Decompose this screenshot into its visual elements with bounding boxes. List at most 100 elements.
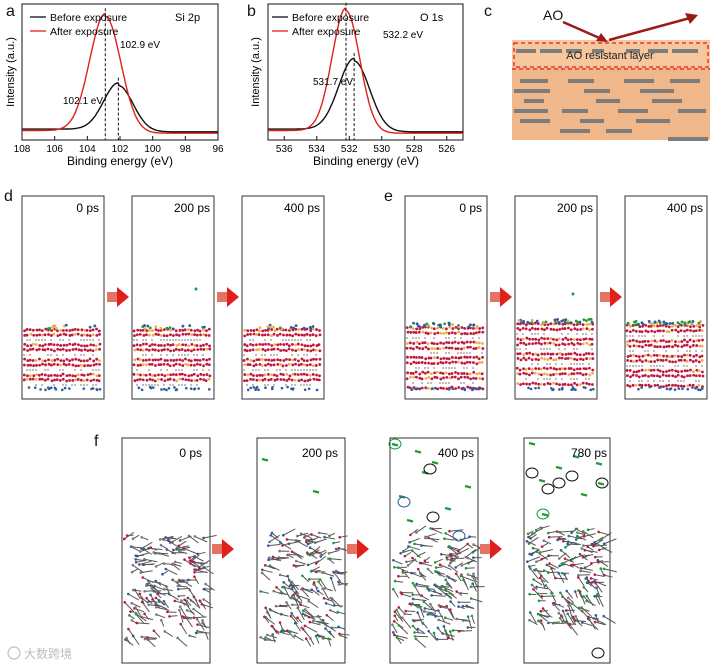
atom [303, 536, 306, 539]
atom [677, 331, 680, 334]
atom [306, 364, 309, 367]
atom [29, 369, 31, 371]
atom [423, 324, 426, 327]
atom [196, 369, 198, 371]
atom [142, 349, 145, 352]
atom [159, 327, 162, 330]
atom [290, 615, 293, 618]
atom [478, 327, 481, 330]
atom [692, 330, 695, 333]
atom [267, 384, 269, 386]
atom [267, 359, 270, 362]
atom [158, 552, 161, 555]
atom [301, 574, 304, 577]
atom [261, 374, 264, 377]
atom [136, 343, 139, 346]
atom [472, 367, 474, 369]
atom [698, 384, 701, 387]
atom [555, 363, 557, 365]
atom [301, 343, 304, 346]
flake [580, 119, 604, 123]
atom [294, 634, 297, 637]
atom [644, 384, 647, 387]
atom [584, 566, 587, 569]
atom [41, 378, 44, 381]
atom [196, 354, 198, 356]
atom [172, 354, 174, 356]
atom [436, 371, 439, 374]
atom [165, 568, 168, 571]
atom [296, 535, 299, 538]
flake [520, 79, 548, 83]
atom [47, 327, 50, 330]
atom [175, 333, 178, 336]
atom [629, 380, 631, 382]
atom [71, 364, 74, 367]
atom [306, 553, 309, 556]
atom [588, 328, 591, 331]
atom [297, 334, 300, 337]
atom [205, 632, 208, 635]
atom [272, 326, 275, 329]
atom [585, 367, 588, 370]
atom [433, 352, 435, 354]
atom [644, 324, 647, 327]
atom [570, 531, 573, 534]
atom [413, 387, 416, 390]
atom [187, 579, 190, 582]
atom [264, 349, 267, 352]
atom [557, 321, 560, 324]
atom [528, 328, 531, 331]
atom [415, 337, 417, 339]
atom [397, 575, 400, 578]
atom [445, 352, 447, 354]
atom [537, 383, 540, 386]
atom [632, 329, 635, 332]
atom [133, 344, 136, 347]
atom [127, 628, 130, 631]
atom [41, 359, 44, 362]
atom [303, 348, 306, 351]
atom [35, 373, 38, 376]
atom [421, 382, 423, 384]
atom [65, 329, 68, 332]
atom [254, 388, 257, 391]
atom [424, 372, 427, 375]
atom [450, 553, 453, 556]
atom [417, 628, 420, 631]
atom [47, 369, 49, 371]
atom [443, 537, 446, 540]
atom [53, 363, 56, 366]
atom [172, 549, 175, 552]
atom [32, 378, 35, 381]
atom [65, 364, 68, 367]
atom [472, 382, 474, 384]
atom [629, 335, 631, 337]
atom [252, 374, 255, 377]
atom [166, 334, 169, 337]
atom [267, 363, 270, 366]
atom [641, 330, 644, 333]
atom [28, 386, 31, 389]
atom [270, 359, 273, 362]
atom [318, 363, 321, 366]
atom [196, 384, 198, 386]
atom [448, 357, 451, 360]
atom [526, 321, 529, 324]
atom [635, 365, 637, 367]
atom [184, 384, 186, 386]
atom [460, 372, 463, 375]
atom [319, 578, 322, 581]
atom [249, 359, 252, 362]
atom [258, 379, 261, 382]
atom [626, 384, 629, 387]
atom [98, 379, 101, 382]
atom [528, 367, 531, 370]
atom [83, 359, 86, 362]
flake [514, 109, 548, 113]
atom [427, 348, 430, 351]
atom [92, 349, 95, 352]
time-f-0: 0 ps [179, 446, 202, 460]
atom [277, 348, 280, 351]
atom [547, 323, 550, 326]
